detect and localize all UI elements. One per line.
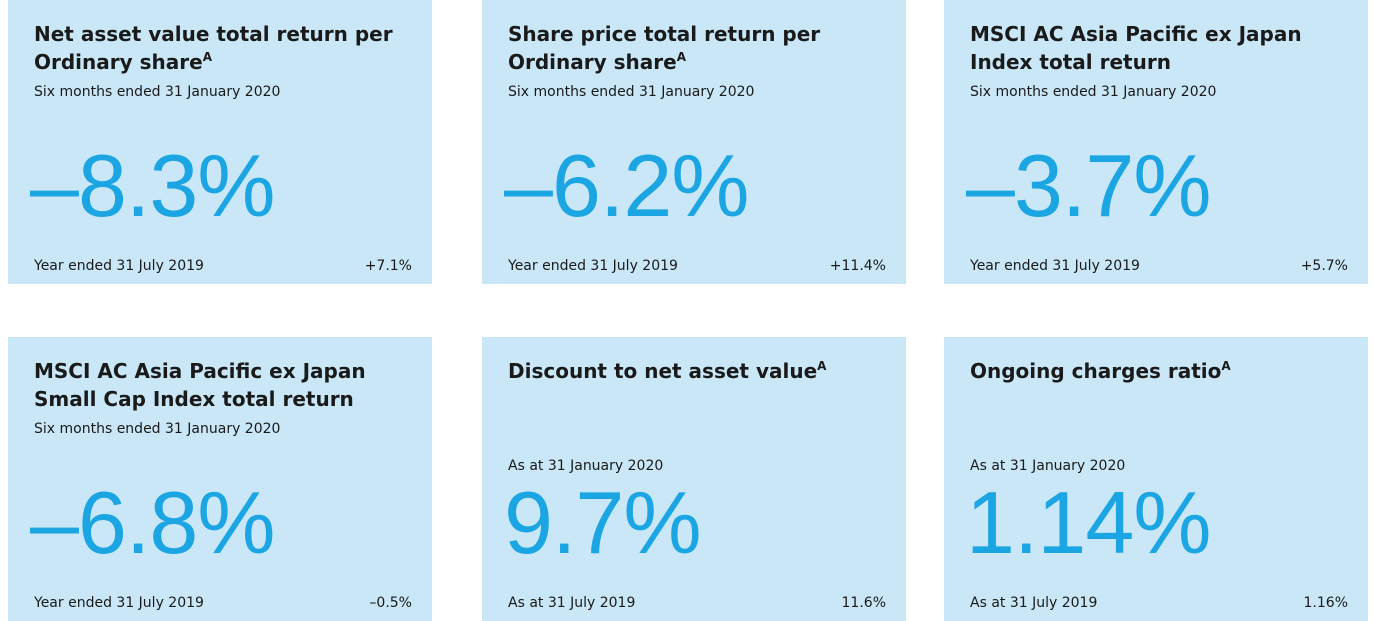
period: As at 31 January 2020	[508, 458, 664, 474]
title-text: Discount to net asset value	[508, 359, 818, 383]
compare-value: +11.4%	[829, 258, 886, 274]
headline-value: –8.3%	[30, 136, 276, 235]
metric-card: MSCI AC Asia Pacific ex Japan Small Cap …	[8, 337, 432, 621]
footnote-marker: A	[1221, 359, 1231, 373]
compare-value: –0.5%	[369, 595, 412, 611]
card-title: Ongoing charges ratioA	[970, 357, 1348, 385]
title-text: Share price total return per Ordinary sh…	[508, 22, 821, 74]
period: As at 31 January 2020	[970, 458, 1126, 474]
headline-value: 1.14%	[966, 473, 1212, 572]
title-text: MSCI AC Asia Pacific ex Japan Index tota…	[970, 22, 1302, 74]
card-title: Share price total return per Ordinary sh…	[508, 20, 886, 76]
headline-value: –3.7%	[966, 136, 1212, 235]
footnote-marker: A	[817, 359, 827, 373]
period: Six months ended 31 January 2020	[34, 421, 281, 437]
metric-card: Ongoing charges ratioA As at 31 January 2…	[944, 337, 1368, 621]
card-title: MSCI AC Asia Pacific ex Japan Small Cap …	[34, 357, 412, 413]
compare-label: Year ended 31 July 2019	[34, 595, 204, 611]
compare-label: As at 31 July 2019	[508, 595, 636, 611]
card-title: Discount to net asset valueA	[508, 357, 886, 385]
headline-value: 9.7%	[504, 473, 702, 572]
title-text: Ongoing charges ratio	[970, 359, 1222, 383]
headline-value: –6.2%	[504, 136, 750, 235]
compare-label: As at 31 July 2019	[970, 595, 1098, 611]
headline-value: –6.8%	[30, 473, 276, 572]
card-title: MSCI AC Asia Pacific ex Japan Index tota…	[970, 20, 1348, 76]
footnote-marker: A	[202, 50, 212, 64]
period: Six months ended 31 January 2020	[34, 84, 281, 100]
compare-value: 11.6%	[841, 595, 886, 611]
period: Six months ended 31 January 2020	[970, 84, 1217, 100]
metric-card: Discount to net asset valueA As at 31 Jan…	[482, 337, 906, 621]
card-title: Net asset value total return per Ordinar…	[34, 20, 412, 76]
title-text: MSCI AC Asia Pacific ex Japan Small Cap …	[34, 359, 366, 411]
footnote-marker: A	[676, 50, 686, 64]
compare-label: Year ended 31 July 2019	[970, 258, 1140, 274]
title-text: Net asset value total return per Ordinar…	[34, 22, 393, 74]
metric-card: Share price total return per Ordinary sh…	[482, 0, 906, 284]
period: Six months ended 31 January 2020	[508, 84, 755, 100]
compare-value: +5.7%	[1300, 258, 1348, 274]
compare-value: +7.1%	[364, 258, 412, 274]
metric-card: Net asset value total return per Ordinar…	[8, 0, 432, 284]
compare-value: 1.16%	[1303, 595, 1348, 611]
compare-label: Year ended 31 July 2019	[34, 258, 204, 274]
compare-label: Year ended 31 July 2019	[508, 258, 678, 274]
metric-card: MSCI AC Asia Pacific ex Japan Index tota…	[944, 0, 1368, 284]
